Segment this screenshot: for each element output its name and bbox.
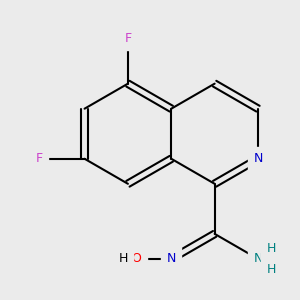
Text: N: N — [167, 252, 176, 266]
Text: H: H — [266, 263, 276, 276]
Text: F: F — [35, 152, 43, 165]
Text: H: H — [266, 242, 276, 255]
Text: F: F — [124, 32, 131, 45]
Text: O: O — [131, 252, 141, 266]
Text: N: N — [253, 252, 263, 266]
Text: H: H — [118, 252, 128, 266]
Text: N: N — [253, 152, 263, 165]
